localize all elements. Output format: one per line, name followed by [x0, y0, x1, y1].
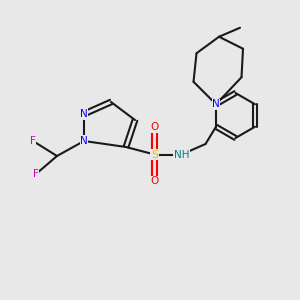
Text: F: F — [30, 136, 36, 146]
Text: O: O — [150, 122, 159, 133]
Text: N: N — [80, 136, 88, 146]
Text: N: N — [212, 99, 220, 109]
Text: O: O — [150, 176, 159, 187]
Text: NH: NH — [174, 149, 189, 160]
Text: F: F — [33, 169, 39, 179]
Text: S: S — [151, 149, 158, 160]
Text: N: N — [80, 109, 88, 119]
